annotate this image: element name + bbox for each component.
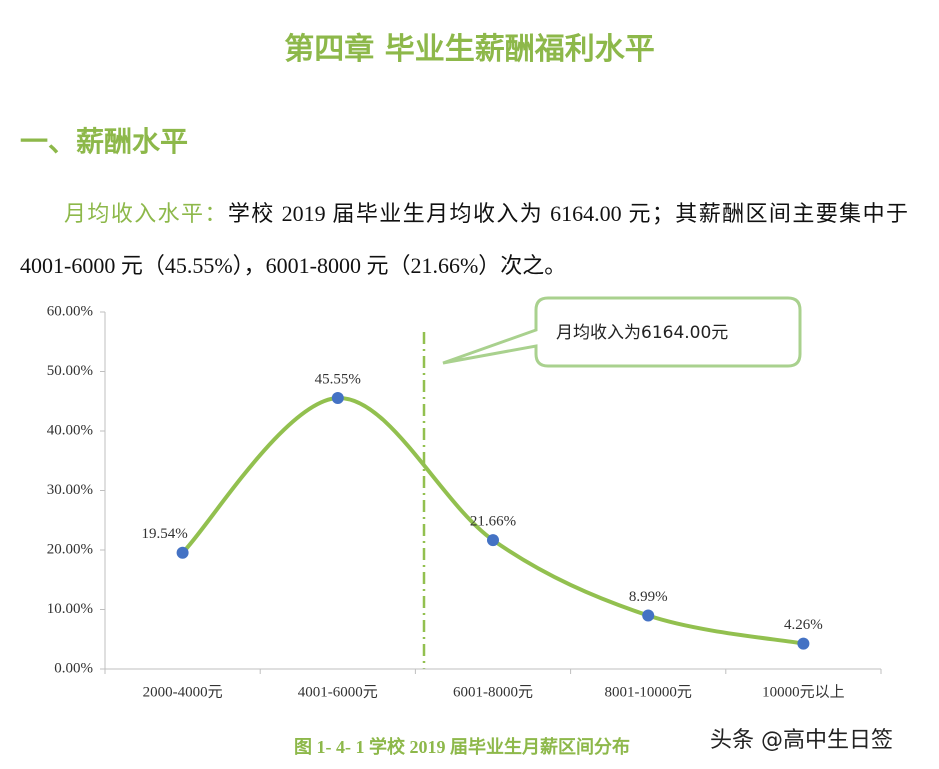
marker <box>176 546 189 559</box>
x-tick-label: 4001-6000元 <box>298 684 378 700</box>
value-label: 8.99% <box>629 589 668 605</box>
x-tick-label: 10000元以上 <box>762 683 845 700</box>
value-label: 21.66% <box>470 514 516 530</box>
x-tick-label: 8001-10000元 <box>604 684 692 700</box>
y-tick-label: 50.00% <box>47 363 93 379</box>
annotation: 月均收入为6164.00元 <box>556 323 728 343</box>
marker <box>642 609 655 622</box>
paragraph: 月均收入水平：学校 2019 届毕业生月均收入为 6164.00 元；其薪酬区间… <box>20 188 908 292</box>
marker <box>331 391 344 404</box>
x-tick-label: 2000-4000元 <box>143 684 223 700</box>
y-tick-label: 20.00% <box>47 541 93 557</box>
watermark: 头条 @高中生日签 <box>710 728 893 753</box>
value-label: 45.55% <box>315 371 361 387</box>
chapter-title: 第四章 毕业生薪酬福利水平 <box>284 32 655 67</box>
lead: 月均收入水平： <box>64 201 228 226</box>
callout <box>442 296 802 368</box>
y-tick-label: 30.00% <box>47 482 93 498</box>
line <box>181 395 804 646</box>
y-tick-label: 10.00% <box>47 601 93 617</box>
caption: 图 1- 4- 1 学校 2019 届毕业生月薪区间分布 <box>294 737 630 757</box>
y-tick-label: 60.00% <box>47 303 93 319</box>
value-label: 4.26% <box>784 617 823 633</box>
y-tick-label: 40.00% <box>47 422 93 438</box>
section-title: 一、薪酬水平 <box>20 125 189 158</box>
x-tick-label: 6001-8000元 <box>453 684 533 700</box>
value-label: 19.54% <box>141 526 187 542</box>
y-tick-label: 0.00% <box>54 660 93 676</box>
marker <box>797 637 810 650</box>
marker <box>487 534 499 547</box>
paragraph-text: 学校 2019 届毕业生月均收入为 6164.00 元；其薪酬区间主要集中于 4… <box>20 201 908 278</box>
chart: 月均收入为6164.00元 0.00% 10.00% 20.00% 30.00% 40.… <box>47 296 882 700</box>
